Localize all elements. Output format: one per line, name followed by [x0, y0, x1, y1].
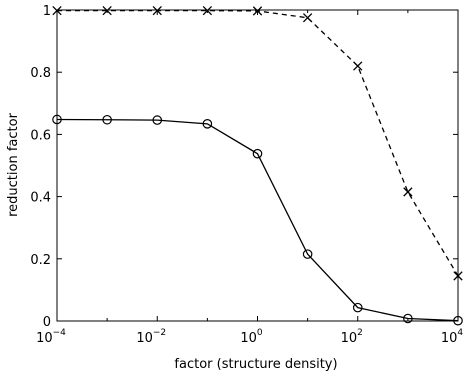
y-tick-label: 0.2: [30, 253, 51, 268]
series-2-point: [403, 187, 413, 197]
x-tick-label: 104: [441, 328, 464, 346]
point-stroke: [302, 13, 313, 23]
series-2-point: [302, 13, 313, 23]
series-1-point: [202, 119, 213, 129]
axes: 10−4 10−2 100 102 104 0 0.2 0.4 0.6 0.8 1: [30, 4, 463, 346]
series-1-point: [102, 114, 112, 125]
series-1-line: [56, 118, 459, 322]
y-tick-label: 0: [43, 315, 51, 330]
series-1-point: [302, 249, 313, 259]
y-tick-label: 1: [43, 4, 51, 19]
point-stroke: [403, 187, 413, 197]
y-tick-label: 0.6: [30, 128, 51, 143]
series-1-point: [252, 148, 263, 159]
x-tick-label: 102: [341, 328, 363, 346]
series-1-point: [352, 302, 363, 313]
plot-area: [52, 5, 463, 326]
x-axis-label: factor (structure density): [174, 357, 337, 372]
point-stroke: [353, 61, 363, 71]
series-1-point: [152, 115, 163, 125]
y-tick-label: 0.4: [30, 191, 51, 206]
x-tick-label: 100: [240, 328, 263, 346]
y-tick-label: 0.8: [30, 66, 51, 81]
series-2-point: [353, 61, 363, 71]
x-tick-label: 10−4: [36, 328, 66, 346]
y-axis-label: reduction factor: [6, 112, 21, 216]
series-2-line: [57, 9, 459, 277]
series-1-point: [403, 313, 413, 324]
x-tick-label: 10−2: [136, 328, 166, 346]
